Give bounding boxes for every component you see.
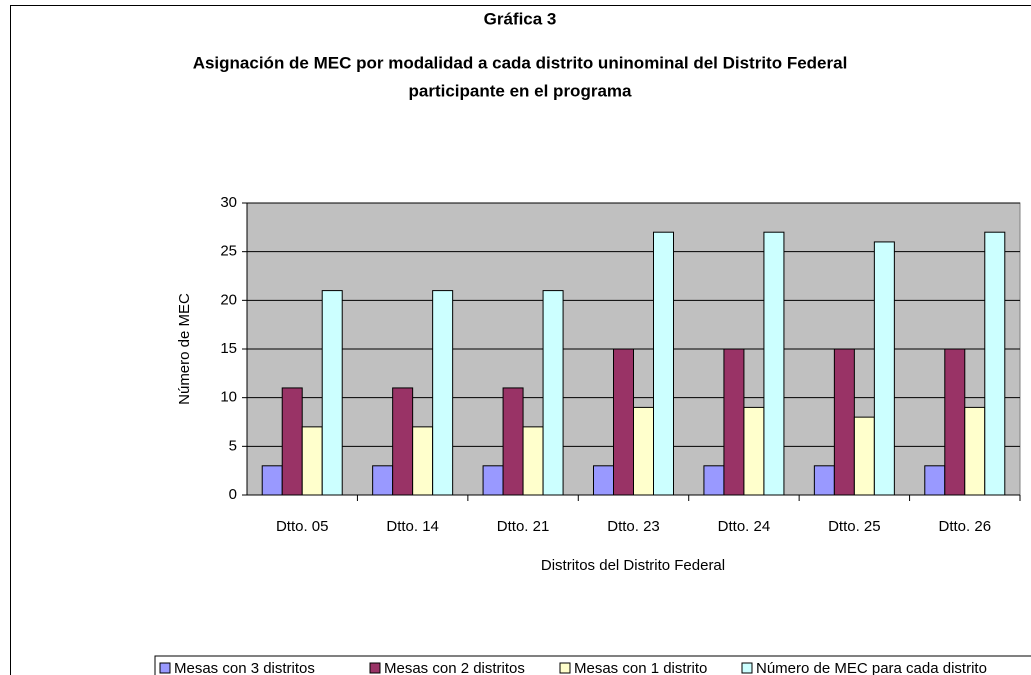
chart-title: Gráfica 3 xyxy=(484,9,557,28)
bar xyxy=(633,406,654,496)
x-tick-label: Dtto. 21 xyxy=(497,518,550,535)
y-tick-label: 20 xyxy=(220,291,237,308)
bar xyxy=(301,426,323,496)
legend-label: Número de MEC para cada distrito xyxy=(756,660,987,675)
bar xyxy=(482,465,504,496)
bar xyxy=(372,465,394,496)
x-tick-label: Dtto. 26 xyxy=(939,518,992,535)
bar xyxy=(873,241,895,496)
x-tick-label: Dtto. 24 xyxy=(718,518,771,535)
bar xyxy=(833,348,855,496)
y-axis-label: Número de MEC xyxy=(176,293,193,405)
bar xyxy=(321,290,343,496)
bar xyxy=(502,387,524,496)
legend-swatch xyxy=(369,662,381,674)
bar xyxy=(653,231,674,496)
bar xyxy=(261,465,283,496)
x-tick-label: Dtto. 23 xyxy=(607,518,660,535)
x-tick-label: Dtto. 14 xyxy=(386,518,439,535)
y-tick-label: 30 xyxy=(220,194,237,211)
bar xyxy=(412,426,434,496)
legend-swatch xyxy=(159,662,171,674)
bar xyxy=(853,416,875,496)
x-axis-label: Distritos del Distrito Federal xyxy=(541,557,725,574)
y-tick-label: 15 xyxy=(220,340,237,357)
bar xyxy=(984,231,1006,496)
legend-label: Mesas con 2 distritos xyxy=(384,660,525,675)
y-tick-label: 25 xyxy=(220,243,237,260)
y-tick-label: 5 xyxy=(229,437,237,454)
bar xyxy=(703,465,725,496)
bar xyxy=(593,465,614,496)
legend-swatch xyxy=(559,662,571,674)
legend-swatch xyxy=(741,662,753,674)
bar xyxy=(924,465,946,496)
y-tick-label: 0 xyxy=(229,486,237,503)
chart-subtitle: Asignación de MEC por modalidad a cada d… xyxy=(193,53,848,72)
bar xyxy=(613,348,634,496)
x-tick-label: Dtto. 05 xyxy=(276,518,329,535)
chart-subtitle: participante en el programa xyxy=(409,81,632,100)
bar xyxy=(813,465,835,496)
bar xyxy=(281,387,303,496)
y-tick-label: 10 xyxy=(220,389,237,406)
bar xyxy=(944,348,966,496)
bar xyxy=(723,348,745,496)
bar xyxy=(743,406,765,496)
legend-label: Mesas con 1 distrito xyxy=(574,660,707,675)
bar xyxy=(392,387,414,496)
bar xyxy=(522,426,544,496)
legend-label: Mesas con 3 distritos xyxy=(174,660,315,675)
x-tick-label: Dtto. 25 xyxy=(828,518,881,535)
bar xyxy=(432,290,454,496)
bar xyxy=(763,231,785,496)
bar xyxy=(964,406,986,496)
bar xyxy=(542,290,564,496)
